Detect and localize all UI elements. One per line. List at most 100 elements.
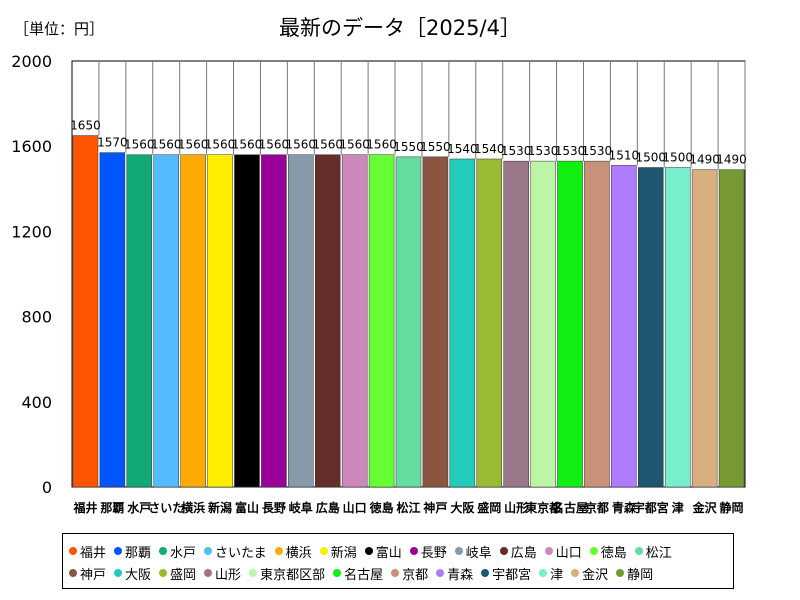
legend-item: 長野 [409,542,447,561]
legend-item: 静岡 [616,564,653,583]
x-tick-label: 横浜 [181,500,205,515]
value-label: 1560 [312,138,343,152]
value-label: 1490 [689,153,720,167]
legend-item: 京都 [391,564,428,583]
legend-marker [249,569,258,577]
bar [476,158,503,488]
legend-label: 徳島 [600,545,627,561]
chart-title: 最新のデータ［2025/4］ [279,16,521,40]
bar [207,154,233,488]
value-label: 1570 [97,136,128,150]
legend-item: 水戸 [159,542,196,561]
x-tick-label: 那覇 [100,501,124,515]
value-label: 1550 [420,140,451,154]
x-tick-label: 新潟 [208,500,232,515]
legend-marker [333,569,342,577]
legend-marker [274,547,283,555]
legend-label: 広島 [510,545,537,561]
legend-label: さいたま [215,545,267,561]
legend-marker [499,547,508,555]
y-tick-label: 1600 [11,137,52,156]
bar [126,154,153,488]
legend-label: 水戸 [170,545,197,561]
legend-row: 福井 那覇 水戸 さいたま 横浜 新潟 富山 長野 岐阜 広島 山口 徳島 松江 [69,540,729,562]
legend-item: 山口 [544,542,582,561]
value-label: 1540 [474,142,505,156]
y-tick-label: 400 [21,393,52,412]
x-tick-label: さいた [148,501,184,515]
unit-label: ［単位：円］ [14,20,105,38]
value-label: 1560 [366,138,397,152]
x-tick-label: 山口 [343,500,367,515]
x-tick-label: 松江 [396,500,420,515]
bar [691,169,718,488]
legend-item: 那覇 [114,542,151,561]
legend-label: 静岡 [627,567,654,583]
value-label: 1490 [716,153,747,167]
x-tick-label: 山形 [504,500,528,515]
legend-label: 京都 [402,567,429,583]
bar [449,158,476,488]
legend-marker [634,547,643,555]
x-tick-label: 岐阜 [289,500,313,515]
x-tick-label: 青森 [612,500,637,515]
legend-item: 名古屋 [333,564,383,583]
legend-item: 山形 [204,564,241,583]
legend-marker [204,547,213,555]
bar [288,154,314,488]
legend-label: 山形 [215,567,242,583]
legend-marker [159,569,168,577]
value-label: 1650 [70,119,101,133]
value-label: 1530 [528,144,559,158]
value-label: 1560 [339,138,370,152]
legend-marker [589,547,598,555]
bar [718,169,745,488]
x-tick-label: 宇都宮 [633,500,669,515]
value-label: 1500 [636,151,667,165]
value-label: 1500 [662,151,693,165]
legend-label: 大阪 [125,567,152,583]
x-tick-label: 水戸 [127,500,151,515]
legend-label: 盛岡 [170,567,197,583]
x-tick-label: 広島 [316,500,340,515]
x-tick-label: 津 [672,500,684,515]
bar [314,154,341,488]
legend-marker [481,569,490,577]
bar [99,152,126,488]
y-tick-label: 0 [42,478,52,497]
y-tick-label: 800 [21,308,52,327]
legend-item: 横浜 [274,542,312,561]
bar [368,154,395,488]
legend-item: 金沢 [571,564,608,583]
bar [72,135,99,488]
legend-marker [454,547,463,555]
legend-item: 東京都区部 [249,564,325,583]
legend-label: 那覇 [125,545,152,561]
value-label: 1560 [232,138,263,152]
legend: 福井 那覇 水戸 さいたま 横浜 新潟 富山 長野 岐阜 広島 山口 徳島 松江 神戸 大阪 盛岡 山形 東京都… [62,533,734,589]
legend-label: 青森 [447,567,474,583]
legend-label: 岐阜 [465,545,492,561]
value-label: 1530 [555,144,586,158]
value-label: 1560 [178,138,209,152]
x-tick-label: 福井 [72,500,97,515]
legend-marker [616,569,625,577]
legend-marker [544,547,553,555]
x-tick-label: 京都 [585,500,609,515]
legend-item: 徳島 [589,542,627,561]
legend-marker [69,569,77,577]
legend-marker [571,569,580,577]
legend-item: 富山 [364,542,402,561]
y-tick-label: 1200 [11,222,52,241]
value-label: 1510 [609,148,640,162]
x-tick-label: 東京都 [525,500,561,515]
bar [395,156,422,488]
legend-label: 宇都宮 [492,567,532,583]
legend-marker [319,547,328,555]
bar [234,154,260,488]
bar [638,167,664,488]
value-label: 1560 [124,138,155,152]
legend-item: 神戸 [69,564,106,583]
x-tick-label: 徳島 [369,500,394,515]
